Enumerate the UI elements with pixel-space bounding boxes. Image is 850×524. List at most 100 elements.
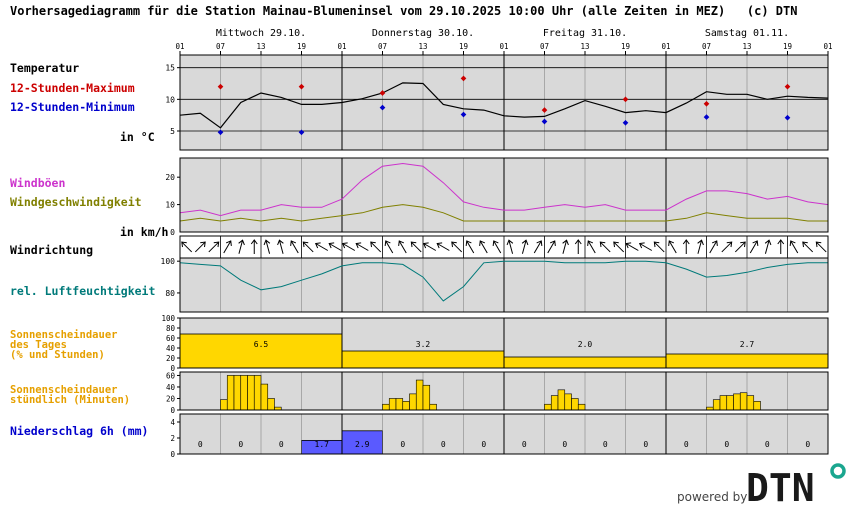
wind-arrow-head [668, 240, 675, 246]
wind-arrow-icon [355, 242, 369, 251]
max12-point [622, 96, 629, 103]
sun-hourly-bar [429, 403, 437, 411]
hour-tick-label: 01 [499, 42, 508, 51]
wind-arrow-icon [668, 240, 677, 254]
wind-arrow-shaft [479, 240, 488, 254]
wind-arrow-icon [492, 240, 502, 254]
hour-tick-label: 13 [742, 42, 751, 51]
wind-arrow-shaft [302, 241, 314, 253]
wind-arrow-head [521, 239, 529, 246]
wind-arrow-head [479, 240, 486, 246]
wind-arrow-head [181, 241, 187, 248]
wind-arrow-head [764, 239, 772, 246]
wind-arrow-icon [314, 242, 329, 251]
precip-value-label: 0 [279, 440, 284, 449]
wind-arrow-head [492, 240, 499, 246]
wind-arrow-shaft [181, 241, 193, 253]
temp-panel-ytick-label: 10 [165, 95, 175, 104]
precip-value-label: 0 [522, 440, 527, 449]
sun-hourly-bar [746, 395, 755, 411]
temp-panel-ytick-label: 5 [170, 127, 175, 136]
wind-arrow-icon [574, 239, 582, 254]
wind-arrow-head [802, 241, 808, 248]
wind-arrow-shaft [734, 241, 746, 253]
powered-by-text: powered by [677, 490, 748, 504]
sun-daily-ytick-label: 80 [166, 324, 176, 333]
sun-hourly-bar [388, 398, 397, 411]
wind-arrow-shaft [265, 240, 271, 254]
temp-unit-label: in °C [120, 130, 155, 144]
wind-arrow-shaft [410, 241, 422, 253]
wind-arrow-head [506, 239, 514, 246]
wind-arrow-head [697, 239, 704, 246]
wind-arrow-icon [238, 239, 245, 254]
wind-arrow-shaft [697, 240, 703, 254]
wind-arrow-head [789, 240, 796, 246]
precip-value-label: 0 [684, 440, 689, 449]
sun-hourly-bar [733, 393, 741, 411]
wind-arrow-shaft [466, 240, 475, 254]
wind-arrow-head [341, 242, 348, 249]
wind-arrow-icon [263, 239, 271, 254]
wind-arrow-shaft [508, 240, 514, 254]
humidity-panel-ytick-label: 80 [165, 289, 175, 298]
wind-arrow-head [250, 239, 258, 245]
wind-arrow-head [328, 242, 335, 249]
day-label: Freitag 31.10. [543, 28, 627, 39]
wind-arrow-icon [341, 242, 356, 251]
wind-arrow-head [398, 240, 405, 246]
precip-value-label: 0 [805, 440, 810, 449]
wind-arrow-shaft [547, 240, 556, 254]
hour-tick-label: 07 [378, 42, 387, 51]
sun-hourly-bar [719, 395, 728, 411]
sun-hourly-bar [415, 379, 424, 411]
wind-arrow-shaft [533, 240, 542, 254]
precip-ytick-label: 4 [170, 418, 175, 427]
wind-arrow-icon [328, 242, 342, 251]
wind-arrow-shaft [238, 240, 244, 254]
max12-point [460, 75, 467, 82]
wind-arrow-icon [734, 241, 746, 253]
wind-arrow-shaft [562, 240, 568, 254]
wind-arrow-icon [625, 242, 639, 251]
wind-arrow-icon [277, 239, 284, 254]
wind-arrow-icon [562, 239, 569, 254]
wind-arrow-icon [815, 241, 827, 253]
wind-arrow-head [752, 240, 759, 246]
dtn-logo: DTN [746, 463, 846, 506]
precip-panel-frame [179, 413, 829, 455]
wind-arrow-icon [194, 241, 206, 253]
min12-point [298, 129, 305, 136]
wind-arrow-head [355, 242, 362, 249]
sun-hourly-bar [402, 401, 410, 411]
sun-hourly-label-1: Sonnenscheindauer [10, 384, 118, 396]
max12-point [784, 83, 791, 90]
humidity-label: rel. Luftfeuchtigkeit [10, 284, 156, 298]
wind-arrow-shaft [668, 240, 677, 254]
sun-hourly-bar [253, 375, 262, 411]
wind-arrow-shaft [278, 240, 284, 254]
sun-daily-bar [341, 350, 505, 369]
wind-arrow-icon [398, 240, 407, 254]
wind-arrow-shaft [764, 240, 770, 254]
wind-arrow-head [436, 242, 443, 249]
precip-value-label: 0 [603, 440, 608, 449]
wind-arrow-icon [208, 241, 220, 253]
wind-arrow-shaft [815, 241, 827, 253]
sun-hourly-bar [409, 393, 417, 411]
hour-tick-label: 01 [661, 42, 670, 51]
wind-arrow-shaft [451, 241, 463, 253]
precip-value-label: 0 [765, 440, 770, 449]
hour-tick-label: 19 [621, 42, 630, 51]
sun-daily-label-1: Sonnenscheindauer [10, 329, 118, 341]
wind-arrow-head [384, 240, 391, 246]
precip-label: Niederschlag 6h (mm) [10, 424, 149, 438]
wind-arrow-head [536, 240, 543, 246]
wind-arrow-head [653, 241, 660, 248]
max12-point [379, 90, 386, 96]
sun-hourly-bar [564, 393, 572, 411]
min12-point [703, 114, 710, 120]
wind-arrow-icon [410, 241, 422, 253]
sun-hourly-bar [226, 375, 235, 411]
winddir-label: Windrichtung [10, 243, 94, 257]
